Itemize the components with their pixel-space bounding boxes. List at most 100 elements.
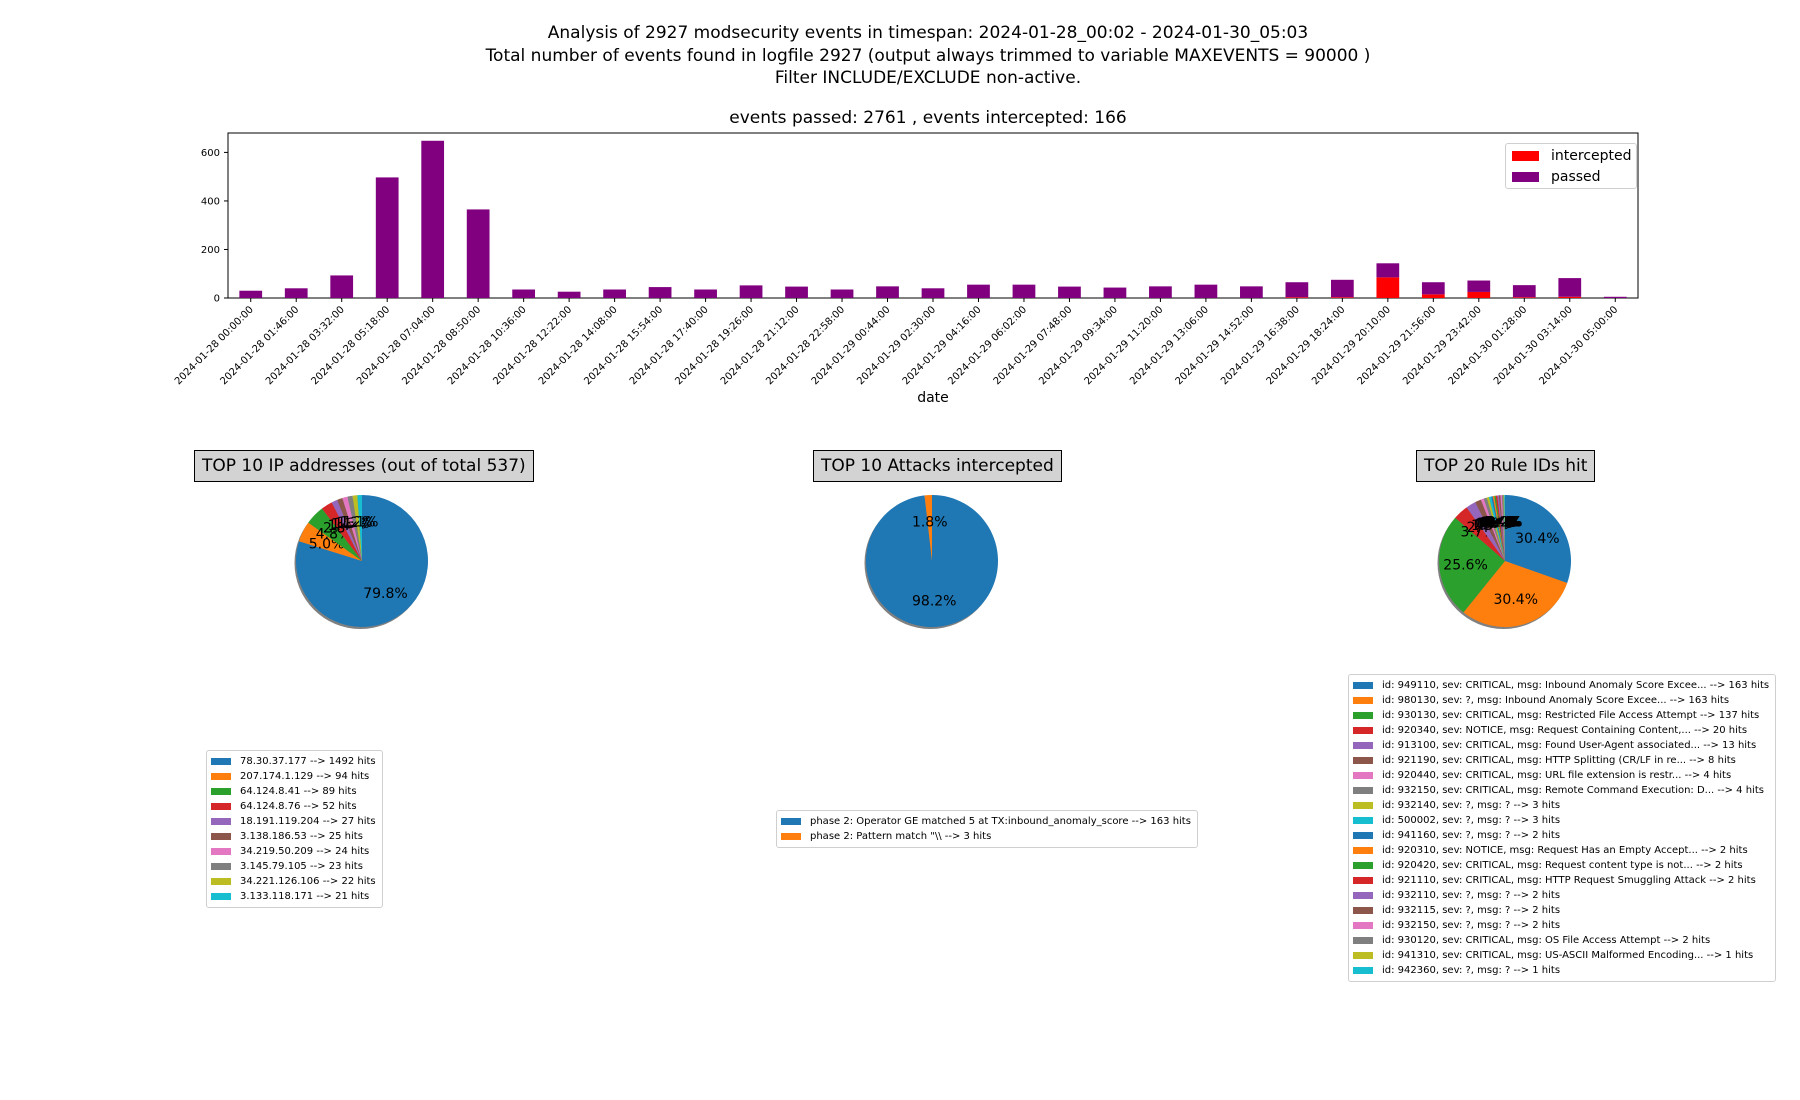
attacks-pie-title: TOP 10 Attacks intercepted: [813, 450, 1062, 482]
legend-swatch: [1353, 757, 1373, 764]
pie-charts: 79.8%5.0%4.8%2.8%1.4%1.3%1.3%1.2%1.2%1.1…: [294, 495, 1571, 629]
legend-item: id: 932150, sev: CRITICAL, msg: Remote C…: [1353, 783, 1769, 798]
pie-slice: [1505, 495, 1571, 584]
legend-label: id: 921190, sev: CRITICAL, msg: HTTP Spl…: [1382, 755, 1736, 766]
pie-pct-label: 1.2%: [340, 515, 376, 531]
pie-pct-label: 1.2%: [337, 515, 373, 531]
pie-pct-label: 0.4%: [1482, 515, 1518, 531]
legend-swatch: [1353, 922, 1373, 929]
title-line-3: Filter INCLUDE/EXCLUDE non-active.: [774, 68, 1082, 88]
pie-pct-label: 30.4%: [1494, 592, 1538, 608]
pie-pct-label: 79.8%: [363, 586, 407, 602]
legend-label: 207.174.1.129 --> 94 hits: [240, 771, 370, 782]
pie-slice: [1483, 497, 1505, 561]
legend-swatch: [211, 878, 231, 885]
legend-item: id: 921190, sev: CRITICAL, msg: HTTP Spl…: [1353, 753, 1769, 768]
bar-passed: [421, 140, 445, 298]
pie-slice: [1500, 495, 1505, 561]
legend-item: id: 500002, sev: ?, msg: ? --> 3 hits: [1353, 813, 1769, 828]
pie-pct-label: 25.6%: [1443, 557, 1487, 573]
legend-label: 18.191.119.204 --> 27 hits: [240, 816, 376, 827]
bar-passed: [239, 290, 263, 298]
legend-swatch: [1353, 892, 1373, 899]
pie-pct-label: 0.4%: [1486, 514, 1522, 530]
legend-label: 64.124.8.41 --> 89 hits: [240, 786, 357, 797]
pie-pct-label: 0.4%: [1484, 515, 1520, 531]
bar-passed: [1058, 286, 1081, 298]
bar-passed: [466, 209, 490, 298]
legend-item: phase 2: Pattern match "\\ --> 3 hits: [781, 829, 1191, 844]
pie-slice: [1486, 496, 1505, 561]
legend-item: 34.221.126.106 --> 22 hits: [211, 874, 376, 889]
legend-item: 64.124.8.41 --> 89 hits: [211, 784, 376, 799]
y-tick-label: 600: [201, 148, 220, 159]
y-tick-label: 400: [201, 196, 220, 207]
legend-label: id: 920440, sev: CRITICAL, msg: URL file…: [1382, 770, 1732, 781]
pie-pct-label: 0.4%: [1480, 515, 1516, 531]
legend-label: 3.138.186.53 --> 25 hits: [240, 831, 363, 842]
legend-swatch: [211, 833, 231, 840]
legend-swatch: [1353, 787, 1373, 794]
legend-swatch: [211, 788, 231, 795]
bar-passed: [1558, 278, 1582, 297]
legend-swatch: [1353, 697, 1373, 704]
pie-pct-label: 0.4%: [1485, 514, 1521, 530]
pie-slice: [1492, 495, 1505, 561]
rules-pie: 30.4%30.4%25.6%3.7%2.4%1.5%0.7%0.7%0.6%0…: [1437, 495, 1571, 629]
pie-slice: [347, 495, 362, 561]
pie-pct-label: 0.4%: [1479, 515, 1515, 531]
legend-item-intercepted: intercepted: [1506, 145, 1636, 166]
legend-label: id: 913100, sev: CRITICAL, msg: Found Us…: [1382, 740, 1757, 751]
legend-label: id: 980130, sev: ?, msg: Inbound Anomaly…: [1382, 695, 1730, 706]
legend-item: id: 921110, sev: CRITICAL, msg: HTTP Req…: [1353, 873, 1769, 888]
pie-slice: [1455, 507, 1505, 561]
legend-item: id: 932115, sev: ?, msg: ? --> 2 hits: [1353, 903, 1769, 918]
legend-swatch: [211, 863, 231, 870]
legend-swatch: [211, 893, 231, 900]
legend-swatch: [1353, 742, 1373, 749]
pie-slice: [924, 495, 932, 561]
legend-label: phase 2: Operator GE matched 5 at TX:inb…: [810, 816, 1191, 827]
figure-title: Analysis of 2927 modsecurity events in t…: [0, 22, 1800, 90]
legend-swatch: [1353, 877, 1373, 884]
legend-label: 3.133.118.171 --> 21 hits: [240, 891, 370, 902]
bar-intercepted: [1512, 297, 1536, 298]
pie-pct-label: 30.4%: [1515, 531, 1559, 547]
pie-slice: [1501, 495, 1505, 561]
pie-slice: [1480, 498, 1505, 561]
legend-item: 3.138.186.53 --> 25 hits: [211, 829, 376, 844]
pie-slice: [352, 495, 362, 561]
pie-slice: [1498, 495, 1505, 561]
legend-swatch: [1353, 712, 1373, 719]
legend-label: id: 930120, sev: CRITICAL, msg: OS File …: [1382, 935, 1711, 946]
bar-passed: [1512, 285, 1536, 298]
bar-passed: [1103, 287, 1127, 298]
legend-swatch: [211, 758, 231, 765]
pie-slice: [321, 502, 362, 561]
legend-label: id: 932150, sev: ?, msg: ? --> 2 hits: [1382, 920, 1561, 931]
pie-slice: [308, 508, 362, 561]
legend-item: id: 932150, sev: ?, msg: ? --> 2 hits: [1353, 918, 1769, 933]
bar-intercepted: [1376, 277, 1400, 298]
pie-slice: [1497, 495, 1505, 561]
bar-plot-area: [227, 132, 1639, 299]
pie-slice: [1466, 502, 1505, 561]
legend-swatch: [1353, 937, 1373, 944]
bar-passed: [876, 286, 899, 298]
legend-label: id: 920310, sev: NOTICE, msg: Request Ha…: [1382, 845, 1748, 856]
legend-label: 3.145.79.105 --> 23 hits: [240, 861, 363, 872]
bar-intercepted: [1285, 297, 1309, 298]
legend-item: id: 913100, sev: CRITICAL, msg: Found Us…: [1353, 738, 1769, 753]
pie-pct-label: 1.8%: [912, 514, 948, 530]
legend-label: id: 920420, sev: CRITICAL, msg: Request …: [1382, 860, 1743, 871]
pie-pct-label: 0.2%: [1487, 514, 1523, 530]
bar-passed: [648, 287, 672, 298]
bar-passed: [557, 291, 581, 298]
bar-passed: [694, 289, 717, 298]
pie-slice: [1475, 499, 1505, 561]
legend-label: id: 949110, sev: CRITICAL, msg: Inbound …: [1382, 680, 1770, 691]
attacks-pie: 98.2% 1.8%: [864, 495, 998, 629]
bar-passed: [1012, 284, 1036, 298]
legend-item: id: 930130, sev: CRITICAL, msg: Restrict…: [1353, 708, 1769, 723]
bar-passed: [375, 177, 399, 298]
